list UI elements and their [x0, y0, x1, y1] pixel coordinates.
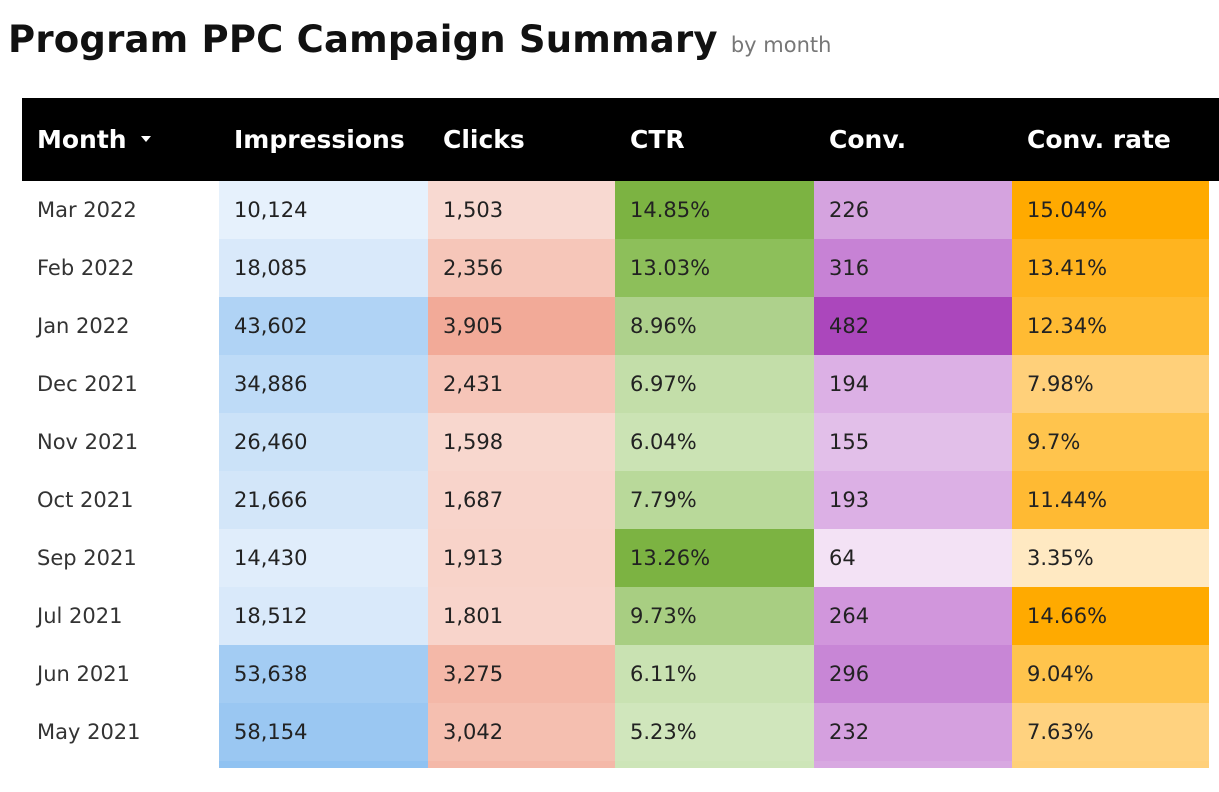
cell-conv-rate: 14.66% [1012, 587, 1209, 645]
cell-impressions: 58,154 [219, 703, 428, 761]
cell-impressions [219, 761, 428, 768]
cell-ctr [615, 761, 814, 768]
column-header-month[interactable]: Month [37, 98, 151, 181]
cell-impressions: 34,886 [219, 355, 428, 413]
cell-conv-rate: 3.35% [1012, 529, 1209, 587]
cell-impressions: 26,460 [219, 413, 428, 471]
column-header-ctr[interactable]: CTR [630, 125, 685, 154]
table-row: Oct 2021 21,666 1,687 7.79% 193 11.44% [22, 471, 1219, 529]
cell-conv: 316 [814, 239, 1012, 297]
cell-conv: 264 [814, 587, 1012, 645]
cell-conv-rate [1012, 761, 1209, 768]
cell-ctr: 13.03% [615, 239, 814, 297]
page-title: Program PPC Campaign Summary [8, 18, 718, 61]
table-row: Jul 2021 18,512 1,801 9.73% 264 14.66% [22, 587, 1219, 645]
cell-impressions: 53,638 [219, 645, 428, 703]
table-header: Month Impressions Clicks CTR Conv. Conv.… [22, 98, 1219, 181]
cell-conv: 194 [814, 355, 1012, 413]
cell-conv-rate: 7.63% [1012, 703, 1209, 761]
cell-conv [814, 761, 1012, 768]
cell-impressions: 18,512 [219, 587, 428, 645]
cell-conv-rate: 15.04% [1012, 181, 1209, 239]
summary-table: Month Impressions Clicks CTR Conv. Conv.… [22, 98, 1219, 768]
cell-clicks: 2,356 [428, 239, 615, 297]
title-row: Program PPC Campaign Summary by month [8, 18, 831, 61]
cell-conv: 482 [814, 297, 1012, 355]
column-header-month-label: Month [37, 125, 127, 154]
cell-conv: 296 [814, 645, 1012, 703]
table-row: Sep 2021 14,430 1,913 13.26% 64 3.35% [22, 529, 1219, 587]
cell-month: Mar 2022 [37, 198, 137, 222]
table-row: Jun 2021 53,638 3,275 6.11% 296 9.04% [22, 645, 1219, 703]
cell-month: Nov 2021 [37, 430, 139, 454]
cell-conv: 226 [814, 181, 1012, 239]
cell-conv-rate: 11.44% [1012, 471, 1209, 529]
cell-impressions: 43,602 [219, 297, 428, 355]
table-row: May 2021 58,154 3,042 5.23% 232 7.63% [22, 703, 1219, 761]
cell-clicks: 1,598 [428, 413, 615, 471]
column-header-conv-rate[interactable]: Conv. rate [1027, 125, 1171, 154]
cell-clicks: 3,905 [428, 297, 615, 355]
cell-clicks: 3,275 [428, 645, 615, 703]
cell-ctr: 14.85% [615, 181, 814, 239]
cell-ctr: 6.97% [615, 355, 814, 413]
cell-conv-rate: 9.04% [1012, 645, 1209, 703]
cell-clicks: 3,042 [428, 703, 615, 761]
cell-month: Feb 2022 [37, 256, 135, 280]
table-row: Nov 2021 26,460 1,598 6.04% 155 9.7% [22, 413, 1219, 471]
cell-conv: 155 [814, 413, 1012, 471]
cell-clicks: 2,431 [428, 355, 615, 413]
table-row [22, 761, 1219, 768]
caret-down-icon[interactable] [140, 136, 151, 142]
cell-impressions: 10,124 [219, 181, 428, 239]
cell-conv-rate: 9.7% [1012, 413, 1209, 471]
cell-clicks: 1,503 [428, 181, 615, 239]
cell-ctr: 13.26% [615, 529, 814, 587]
column-header-clicks[interactable]: Clicks [443, 125, 525, 154]
cell-impressions: 21,666 [219, 471, 428, 529]
cell-clicks [428, 761, 615, 768]
cell-ctr: 5.23% [615, 703, 814, 761]
table-body: Mar 2022 10,124 1,503 14.85% 226 15.04% Feb 20… [22, 181, 1219, 768]
cell-ctr: 9.73% [615, 587, 814, 645]
cell-conv: 232 [814, 703, 1012, 761]
cell-conv-rate: 7.98% [1012, 355, 1209, 413]
table-row: Mar 2022 10,124 1,503 14.85% 226 15.04% [22, 181, 1219, 239]
cell-conv-rate: 13.41% [1012, 239, 1209, 297]
column-header-impressions[interactable]: Impressions [234, 125, 405, 154]
page-subtitle: by month [730, 33, 832, 57]
cell-impressions: 14,430 [219, 529, 428, 587]
cell-clicks: 1,801 [428, 587, 615, 645]
cell-month: Jan 2022 [37, 314, 130, 338]
cell-month: Dec 2021 [37, 372, 138, 396]
table-row: Dec 2021 34,886 2,431 6.97% 194 7.98% [22, 355, 1219, 413]
cell-ctr: 6.04% [615, 413, 814, 471]
cell-month: Oct 2021 [37, 488, 134, 512]
cell-ctr: 6.11% [615, 645, 814, 703]
cell-clicks: 1,913 [428, 529, 615, 587]
cell-month: Jun 2021 [37, 662, 130, 686]
cell-month: Jul 2021 [37, 604, 123, 628]
cell-ctr: 8.96% [615, 297, 814, 355]
table-row: Jan 2022 43,602 3,905 8.96% 482 12.34% [22, 297, 1219, 355]
cell-impressions: 18,085 [219, 239, 428, 297]
table-row: Feb 2022 18,085 2,356 13.03% 316 13.41% [22, 239, 1219, 297]
cell-ctr: 7.79% [615, 471, 814, 529]
column-header-conv[interactable]: Conv. [829, 125, 907, 154]
cell-clicks: 1,687 [428, 471, 615, 529]
cell-conv: 64 [814, 529, 1012, 587]
cell-conv: 193 [814, 471, 1012, 529]
cell-conv-rate: 12.34% [1012, 297, 1209, 355]
cell-month: May 2021 [37, 720, 141, 744]
cell-month: Sep 2021 [37, 546, 137, 570]
cell-month [22, 761, 219, 768]
